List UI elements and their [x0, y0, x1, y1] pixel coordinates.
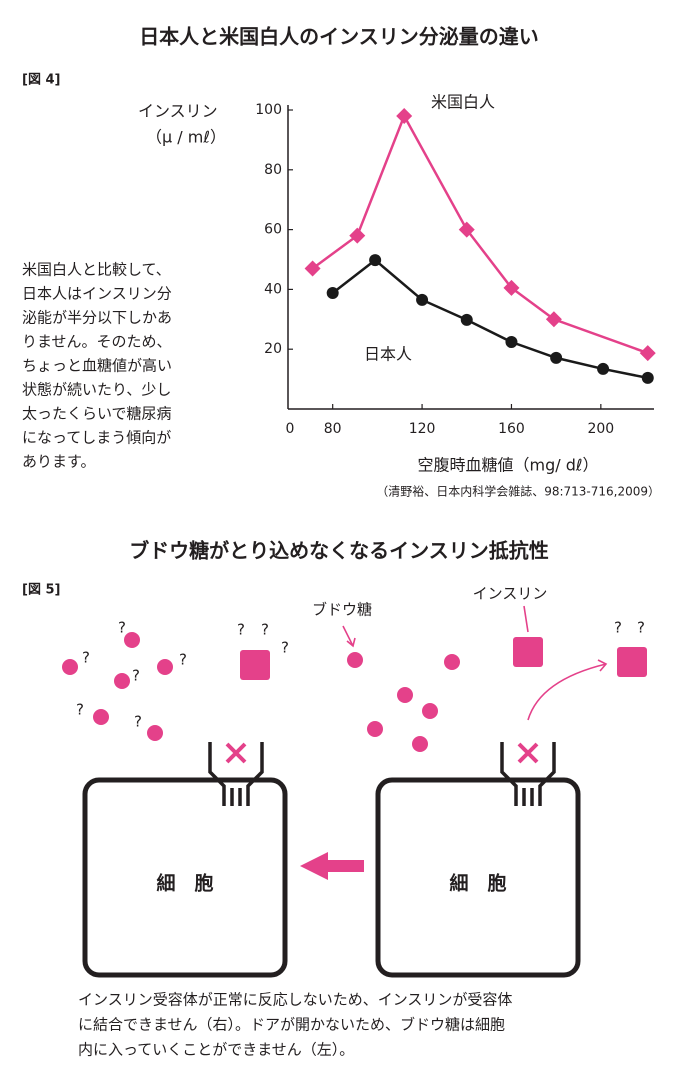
caption-line: に結合できません（右）。ドアが開かないため、ブドウ糖は細胞: [78, 1016, 505, 1034]
glucose: [157, 659, 173, 675]
glucose: [62, 659, 78, 675]
chart-title: 日本人と米国白人のインスリン分泌量の違い: [139, 25, 539, 49]
x-tick-label: 200: [587, 421, 614, 437]
glucose: [412, 736, 428, 752]
glucose: [114, 673, 130, 689]
marker: [505, 336, 518, 349]
question-mark: ?: [614, 619, 622, 637]
insulin-label: インスリン: [473, 585, 548, 603]
y-axis-label: インスリン: [138, 102, 218, 121]
question-mark: ?: [132, 667, 140, 685]
cell: [375, 777, 581, 978]
caption-line: インスリン受容体が正常に反応しないため、インスリンが受容体: [78, 991, 512, 1009]
marker: [416, 293, 429, 306]
description-line: 日本人はインスリン分: [22, 285, 172, 303]
receptor: [208, 742, 264, 806]
question-mark: ?: [118, 619, 126, 637]
question-mark: ?: [261, 621, 269, 639]
description-line: りません。そのため、: [22, 333, 172, 351]
y-tick-label: 40: [264, 281, 282, 297]
glucose: [397, 687, 413, 703]
y-tick-label: 80: [264, 162, 282, 178]
marker: [503, 279, 520, 296]
big-arrow: [300, 852, 364, 880]
x-mark: [225, 742, 247, 764]
description: 米国白人と比較して、日本人はインスリン分泌能が半分以下しかありません。そのため、…: [22, 261, 172, 471]
x-tick-label: 160: [498, 421, 525, 437]
insulin: [513, 637, 543, 667]
glucose: [347, 652, 363, 668]
caption-line: 内に入っていくことができません（左）。: [78, 1041, 354, 1059]
blocked-marks: [225, 742, 539, 764]
series-line: [331, 258, 649, 380]
y-tick-label: 100: [255, 102, 282, 118]
marker: [641, 371, 654, 384]
question-mark: ?: [82, 649, 90, 667]
description-line: になってしまう傾向が: [22, 429, 171, 447]
arrow: [342, 625, 356, 648]
question-mark: ?: [237, 621, 245, 639]
pointer-arrows: [342, 605, 608, 721]
arrow: [523, 605, 529, 633]
series-label: 米国白人: [431, 93, 495, 112]
description-line: あります。: [22, 453, 96, 471]
receptors: [208, 742, 556, 806]
description-line: 米国白人と比較して、: [22, 261, 171, 279]
description-line: 太ったくらいで糖尿病: [22, 405, 172, 423]
marker: [396, 107, 413, 124]
y-tick-label: 60: [264, 222, 282, 238]
description-line: 状態が続いたり、少し: [22, 381, 171, 399]
marker: [639, 345, 656, 362]
glucose: [367, 721, 383, 737]
source: （清野裕、日本内科学会雑誌、98:713-716,2009）: [376, 484, 660, 499]
receptor: [500, 742, 556, 806]
question-mark: ?: [134, 713, 142, 731]
glucose-dots: [62, 632, 647, 752]
question-mark: ?: [281, 639, 289, 657]
cells: [82, 777, 581, 978]
marker: [545, 311, 562, 328]
x-mark: [517, 742, 539, 764]
y-tick-label: 0: [286, 421, 295, 437]
insulin: [617, 647, 647, 677]
marker: [349, 227, 366, 244]
arrow: [527, 659, 608, 721]
marker: [460, 313, 473, 326]
question-mark: ?: [179, 651, 187, 669]
figure-label: [図 4]: [22, 73, 60, 88]
cell-label: 細 胞: [156, 872, 213, 895]
glucose: [444, 654, 460, 670]
marker: [369, 254, 382, 267]
glucose: [124, 632, 140, 648]
cell-label: 細 胞: [449, 872, 506, 895]
glucose: [147, 725, 163, 741]
series-label: 日本人: [364, 345, 412, 364]
description-line: 泌能が半分以下しかあ: [22, 309, 172, 327]
question-mark: ?: [637, 619, 645, 637]
marker: [304, 260, 321, 277]
question-mark: ?: [76, 701, 84, 719]
marker: [326, 286, 339, 299]
y-axis-unit: （μ / mℓ）: [146, 128, 226, 147]
diagram-title: ブドウ糖がとり込めなくなるインスリン抵抗性: [129, 539, 549, 563]
question-marks: ???????????: [76, 619, 645, 731]
cell: [82, 777, 288, 978]
description-line: ちょっと血糖値が高い: [22, 357, 172, 375]
y-tick-label: 20: [264, 341, 282, 357]
marker: [458, 221, 475, 238]
glucose-label: ブドウ糖: [312, 601, 372, 619]
x-tick-label: 120: [409, 421, 436, 437]
caption: インスリン受容体が正常に反応しないため、インスリンが受容体に結合できません（右）…: [78, 991, 512, 1059]
figure-label: [図 5]: [22, 583, 60, 598]
x-tick-label: 80: [324, 421, 342, 437]
x-axis-label: 空腹時血糖値（mg/ dℓ）: [418, 456, 599, 475]
glucose: [93, 709, 109, 725]
glucose: [422, 703, 438, 719]
marker: [597, 362, 610, 375]
insulin: [240, 650, 270, 680]
marker: [550, 351, 563, 364]
